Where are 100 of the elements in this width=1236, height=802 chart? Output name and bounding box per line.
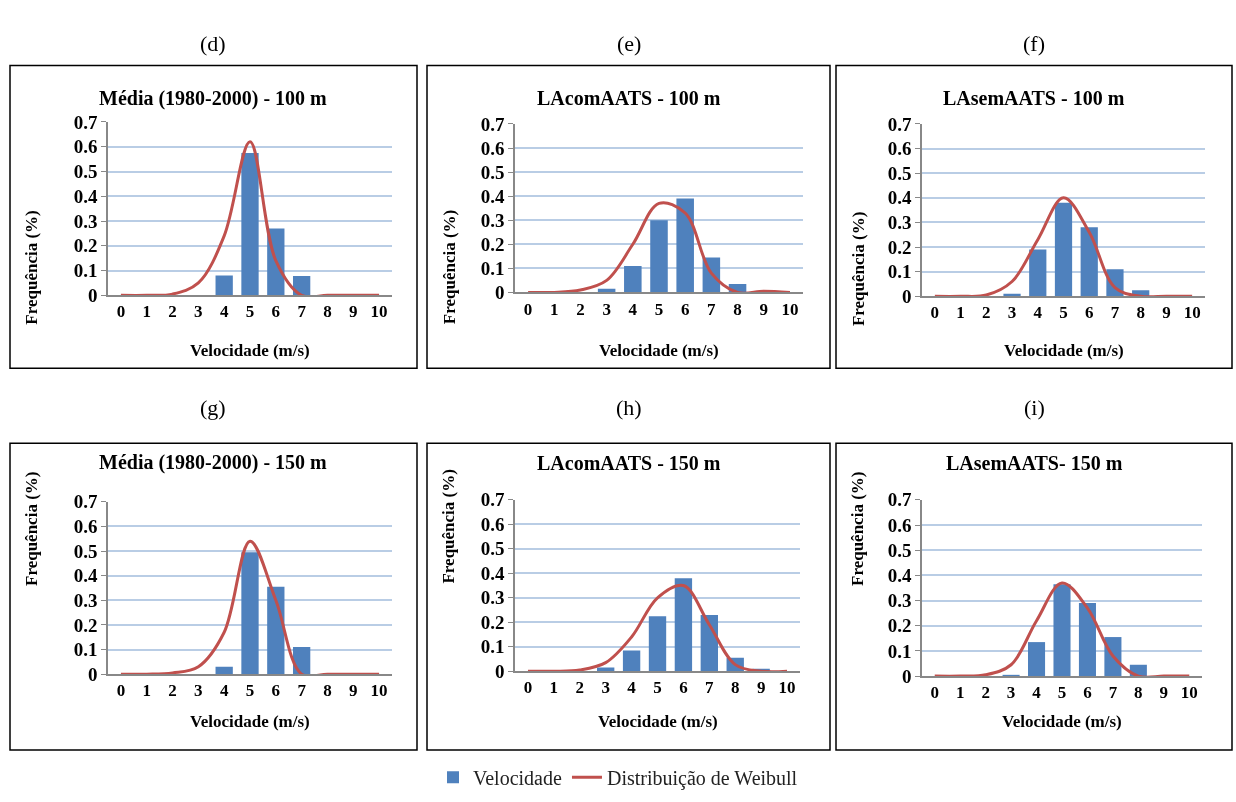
y-axis-title: Frequência (%) (22, 471, 42, 586)
x-tick-label: 6 (1084, 303, 1094, 323)
x-tick-label: 6 (271, 302, 281, 322)
x-tick-label: 4 (1032, 683, 1042, 703)
text: (e) (617, 31, 642, 56)
x-tick-label: 2 (168, 681, 177, 701)
x-tick-label: 10 (778, 678, 796, 698)
x-tick-label: 7 (297, 302, 307, 322)
x-tick-label: 7 (1108, 683, 1118, 703)
x-tick-label: 6 (1083, 683, 1092, 703)
x-tick-label: 0 (523, 299, 533, 319)
x-tick-label: 1 (955, 683, 965, 703)
y-tick-label: 0.3 (73, 210, 98, 232)
y-tick-label: 0.5 (73, 540, 98, 562)
x-tick-label: 9 (1159, 683, 1169, 703)
y-tick-label: 0 (494, 660, 505, 682)
y-tick-label: 0.3 (73, 589, 98, 611)
x-tick-label: 5 (245, 681, 255, 701)
y-tick-label: 0.6 (73, 516, 98, 538)
y-tick-label: 0.7 (887, 489, 912, 511)
x-tick-label: 1 (549, 678, 559, 698)
y-tick-label: 0.1 (887, 261, 912, 283)
chart-title: LAcomAATS - 100 m (537, 87, 721, 109)
x-tick-label: 0 (930, 303, 940, 323)
x-tick-label: 4 (628, 299, 638, 319)
chart-title: Média (1980-2000) - 100 m (99, 87, 328, 110)
y-tick-label: 0.7 (480, 113, 505, 135)
x-tick-label: 7 (705, 678, 715, 698)
x-tick-label: 1 (956, 303, 965, 323)
x-tick-label: 9 (756, 678, 766, 698)
y-axis-title: Frequência (%) (22, 210, 42, 325)
chart-title: LAsemAATS- 150 m (946, 452, 1123, 474)
y-tick-label: 0.2 (480, 233, 505, 255)
x-tick-label: 3 (1007, 303, 1017, 323)
y-tick-label: 0.4 (480, 562, 505, 584)
x-tick-label: 0 (116, 302, 126, 322)
x-tick-label: 5 (245, 302, 255, 322)
x-tick-label: 10 (781, 299, 799, 319)
x-tick-label: 9 (349, 302, 358, 322)
x-tick-label: 10 (1180, 683, 1198, 703)
y-tick-label: 0.5 (887, 162, 912, 184)
y-axis-title: Frequência (%) (439, 469, 459, 584)
y-tick-label: 0.1 (73, 639, 98, 661)
x-tick-label: 0 (523, 678, 533, 698)
y-tick-label: 0.5 (887, 539, 912, 561)
x-axis-title: Velocidade (m/s) (190, 712, 310, 731)
x-tick-label: 3 (194, 681, 203, 701)
y-tick-label: 0 (494, 282, 505, 304)
x-tick-label: 2 (576, 299, 585, 319)
y-tick-label: 0.7 (480, 489, 505, 511)
y-tick-label: 0.7 (73, 491, 98, 513)
x-tick-label: 6 (680, 299, 690, 319)
y-axis-title: Frequência (%) (848, 211, 868, 327)
legend-label: Distribuição de Weibull (606, 767, 798, 791)
y-tick-label: 0.5 (73, 161, 98, 183)
x-axis-title: Velocidade (m/s) (1004, 341, 1124, 360)
chart-title: LAcomAATS - 150 m (537, 452, 721, 474)
x-tick-label: 4 (219, 302, 229, 322)
x-tick-label: 1 (142, 681, 151, 701)
y-tick-label: 0.7 (73, 111, 98, 133)
x-tick-label: 4 (219, 681, 229, 701)
x-tick-label: 3 (194, 302, 203, 322)
text: (d) (200, 31, 226, 56)
y-axis-title: Frequência (%) (439, 209, 459, 325)
y-tick-label: 0.6 (480, 137, 505, 159)
y-tick-label: 0.4 (73, 565, 98, 587)
x-tick-label: 8 (730, 678, 740, 698)
text: (g) (200, 395, 226, 420)
y-tick-label: 0.7 (887, 113, 912, 135)
x-tick-label: 5 (653, 678, 662, 698)
y-tick-label: 0.6 (887, 514, 912, 536)
x-tick-label: 10 (370, 681, 388, 701)
y-tick-label: 0.4 (480, 185, 505, 207)
x-tick-label: 7 (707, 299, 717, 319)
x-tick-label: 2 (168, 302, 177, 322)
y-tick-label: 0.3 (887, 590, 912, 612)
x-tick-label: 4 (627, 678, 637, 698)
y-tick-label: 0.2 (887, 615, 912, 637)
y-tick-label: 0.2 (480, 611, 505, 633)
x-tick-label: 10 (370, 302, 388, 322)
y-tick-label: 0.6 (480, 513, 505, 535)
y-axis-title: Frequência (%) (848, 471, 868, 586)
x-tick-label: 8 (1136, 303, 1145, 323)
x-tick-label: 7 (1110, 303, 1120, 323)
x-tick-label: 2 (981, 683, 990, 703)
y-tick-label: 0.1 (480, 636, 505, 658)
text: (h) (616, 395, 642, 420)
x-tick-label: 3 (1006, 683, 1016, 703)
y-tick-label: 0.4 (887, 565, 912, 587)
x-tick-label: 5 (1057, 683, 1067, 703)
x-axis-title: Velocidade (m/s) (190, 341, 310, 360)
text: (f) (1023, 31, 1045, 56)
y-tick-label: 0.5 (480, 161, 505, 183)
y-tick-label: 0.3 (887, 212, 912, 234)
x-tick-label: 8 (323, 302, 332, 322)
y-tick-label: 0.6 (73, 136, 98, 158)
x-tick-label: 3 (602, 299, 611, 319)
x-axis-title: Velocidade (m/s) (598, 712, 718, 731)
chart-title: Média (1980-2000) - 150 m (99, 451, 328, 474)
text: (i) (1024, 395, 1045, 420)
